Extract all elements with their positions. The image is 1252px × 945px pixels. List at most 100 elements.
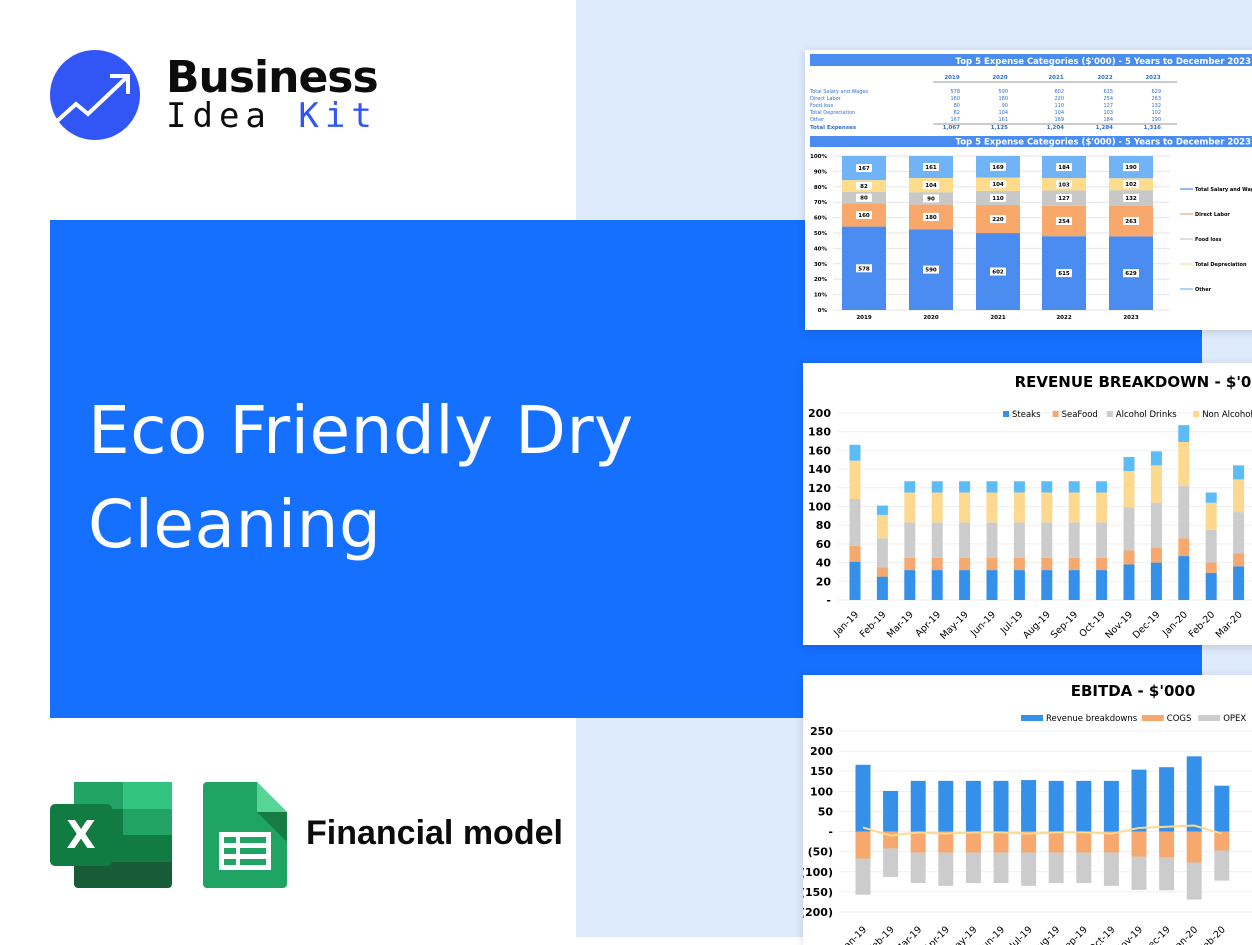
row-value: 102 [1151,110,1161,116]
bar-segment [910,831,926,853]
bar-segment [849,545,861,562]
brand-name: Business [166,52,379,103]
data-label-box [1123,163,1139,172]
bar-segment [1159,767,1175,832]
data-label: 169 [992,165,1004,171]
row-value: 110 [1054,103,1064,109]
bar-segment [1021,780,1037,832]
chart-title: Top 5 Expense Categories ($'000) - 5 Yea… [956,138,1252,148]
bar-segment [1178,485,1190,539]
x-tick-label: Aug-19 [1030,924,1062,945]
data-label-box [1123,217,1139,226]
bar-segment [1013,492,1025,523]
bar-segment [883,848,899,878]
table-header-bar [810,54,1252,66]
bar-segment [1041,481,1053,493]
x-tick-label: May-19 [938,609,971,642]
bar-segment [1068,481,1080,493]
year-header: 2022 [1097,75,1112,81]
x-tick-label: Dec-19 [1141,924,1173,945]
x-tick-label: Oct-19 [1077,609,1107,639]
legend-swatch [1021,715,1043,721]
bar-segment [1013,570,1025,600]
product-type-label: Financial model [306,814,563,852]
bar-segment [993,780,1009,832]
ebitda-line [862,824,1223,837]
google-sheets-icon [202,780,288,895]
x-tick-label: Nov-19 [1113,924,1145,945]
bar-segment [1214,831,1230,851]
bar-segment [931,481,943,493]
data-label: 103 [1058,182,1070,188]
x-tick-label: 2020 [923,315,938,321]
year-header: 2019 [944,75,959,81]
chart-header-bar [810,136,1252,147]
x-tick-label: Aug-19 [1021,609,1053,641]
legend-label: Food loss [1195,237,1222,243]
bar-segment [1013,557,1025,571]
data-label: 161 [925,165,937,171]
y-tick-label: 60 [816,538,832,551]
row-label: Direct Labor [810,96,842,102]
bar-segment [1150,562,1162,600]
bar-segment [959,522,971,558]
bar-segment [1186,831,1202,863]
bar-segment [1048,831,1064,853]
data-label: 629 [1125,271,1137,277]
revenue-breakdown-panel: REVENUE BREAKDOWN - $'0 - 20 40 60 80 100 120 14… [803,363,1252,645]
bar-segment [986,481,998,493]
x-tick-label: Oct-19 [1087,924,1117,945]
y-tick-label: - [826,594,831,607]
bar-segment [1233,553,1245,567]
row-value: 167 [950,117,960,123]
legend-label: Non Alcohol Drinks [1202,410,1252,420]
y-tick-label: 250 [810,725,833,738]
legend-label: Revenue breakdowns [1046,714,1138,724]
y-tick-label: 10% [814,293,828,299]
data-label-box [923,163,939,172]
year-header: 2021 [1048,75,1063,81]
x-tick-label: Mar-19 [893,924,924,945]
y-tick-label: 60% [814,216,828,222]
bar-segment [1178,425,1190,442]
bar-segment [931,522,943,558]
bar-segment [1096,481,1108,493]
bar-segment [876,576,888,600]
data-label-box [1056,163,1072,172]
data-label-box [990,215,1006,224]
x-tick-label: 2023 [1123,315,1138,321]
legend-swatch [1198,715,1221,721]
legend-label: COGS [1167,714,1192,724]
bar-segment [1150,451,1162,466]
bar-segment [1048,852,1064,884]
bar-segment [855,831,871,859]
bar-segment [1096,522,1108,558]
data-label: 615 [1058,271,1070,277]
bar-segment [910,780,926,832]
page-title: Eco Friendly Dry Cleaning [88,392,634,563]
bar-segment [1131,831,1147,857]
data-label-box [1056,216,1072,225]
data-label-box [856,182,872,191]
row-value: 169 [1054,117,1064,123]
bar-segment [1214,785,1230,832]
row-value: 104 [1054,110,1064,116]
data-label: 102 [1125,182,1137,188]
bar-segment [1233,479,1245,513]
bar-segment [1233,512,1245,554]
bar-segment [1131,769,1147,832]
row-value: 190 [1151,117,1161,123]
data-label-box [923,181,939,190]
bar-segment [849,460,861,500]
row-value: 90 [1002,103,1008,109]
legend-label: SeaFood [1062,410,1098,420]
table-title: Top 5 Expense Categories ($'000) - 5 Yea… [956,57,1252,67]
row-value: 104 [998,110,1008,116]
bar-segment [849,444,861,461]
bar-segment [931,557,943,571]
data-label-box [1056,269,1072,278]
chart-title: REVENUE BREAKDOWN - $'0 [1015,373,1252,391]
legend-label: Total Depreciation [1195,262,1247,268]
bar-segment [904,570,916,600]
data-label-box [990,267,1006,276]
